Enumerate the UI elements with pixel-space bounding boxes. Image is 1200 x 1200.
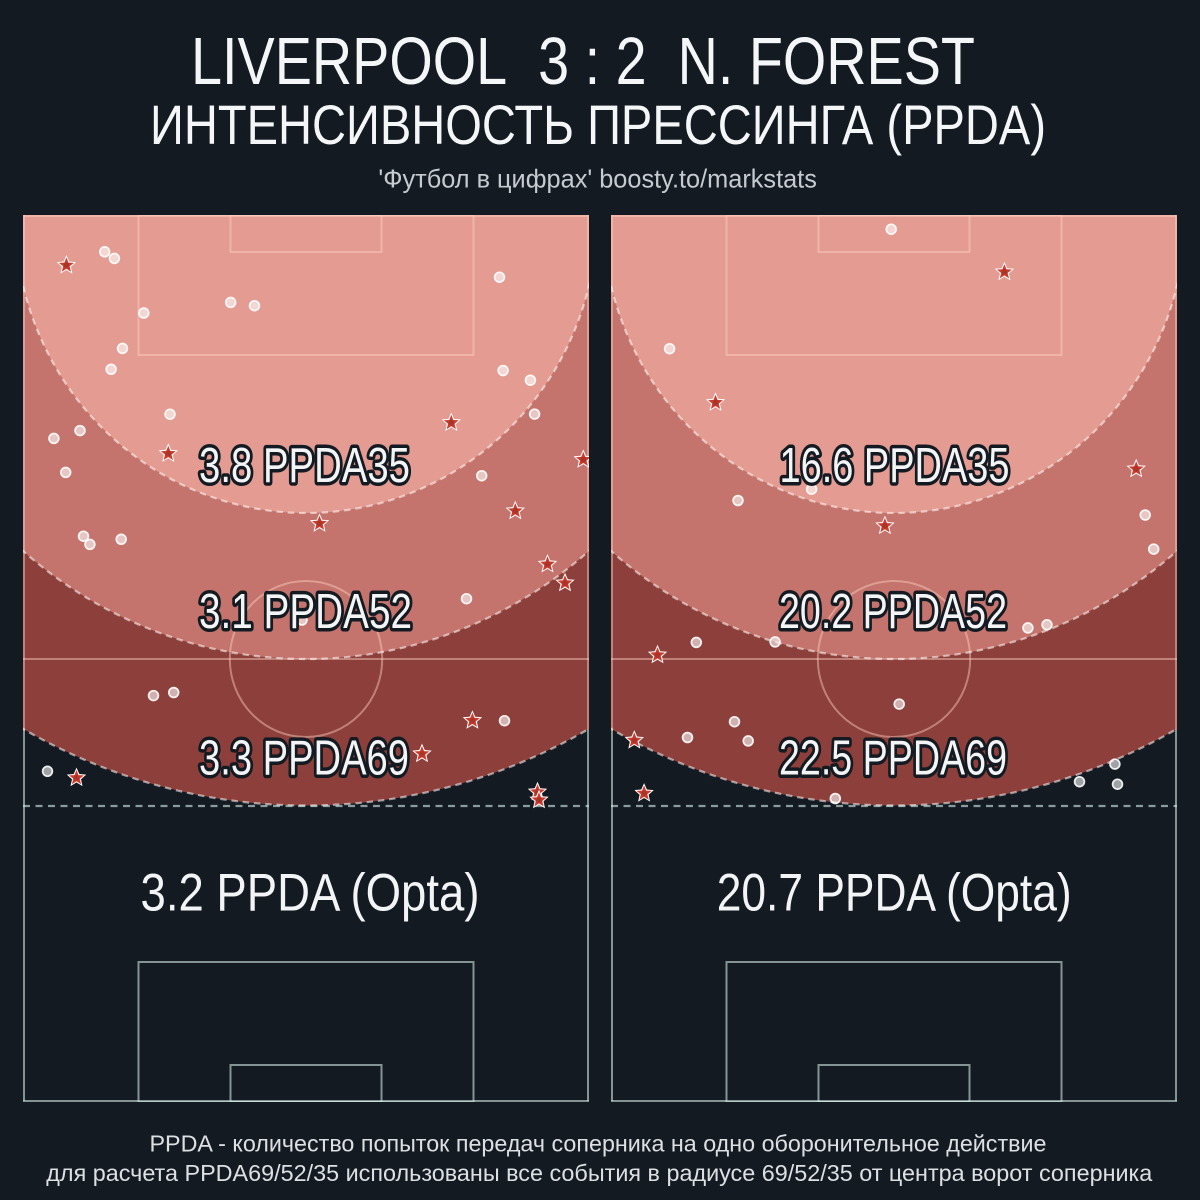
svg-text:'Футбол в цифрах' boosty.to/ma: 'Футбол в цифрах' boosty.to/markstats [378, 164, 817, 194]
svg-text:20.7 PPDA (Opta): 20.7 PPDA (Opta) [717, 864, 1072, 923]
svg-text:3.8 PPDA35: 3.8 PPDA35 [199, 439, 410, 493]
svg-text:LIVERPOOL 3 : 2 N. FOREST: LIVERPOOL 3 : 2 N. FOREST [191, 24, 975, 99]
svg-text:PPDA - количество попыток пере: PPDA - количество попыток передач соперн… [150, 1131, 1047, 1157]
svg-text:для расчета PPDA69/52/35 испол: для расчета PPDA69/52/35 использованы вс… [46, 1160, 1152, 1186]
svg-text:22.5 PPDA69: 22.5 PPDA69 [779, 732, 1007, 786]
svg-text:16.6 PPDA35: 16.6 PPDA35 [780, 439, 1010, 493]
svg-text:3.1 PPDA52: 3.1 PPDA52 [199, 585, 412, 639]
svg-text:20.2 PPDA52: 20.2 PPDA52 [779, 585, 1007, 639]
svg-text:3.3 PPDA69: 3.3 PPDA69 [199, 732, 409, 786]
svg-text:3.2 PPDA (Opta): 3.2 PPDA (Opta) [141, 864, 480, 923]
svg-text:ИНТЕНСИВНОСТЬ ПРЕССИНГА (PPDA): ИНТЕНСИВНОСТЬ ПРЕССИНГА (PPDA) [150, 93, 1046, 156]
